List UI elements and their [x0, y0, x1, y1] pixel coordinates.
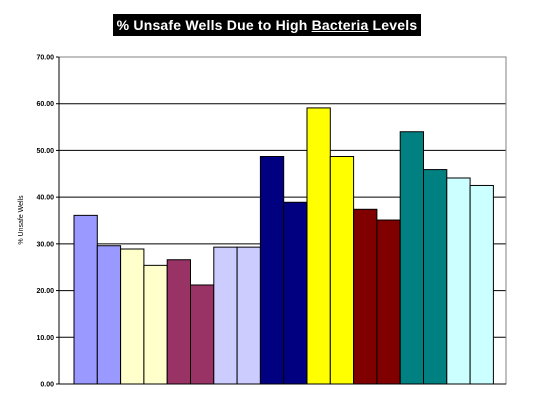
bar: [353, 208, 378, 385]
y-tick-label: 30.00: [36, 241, 54, 248]
y-tick-label: 40.00: [36, 195, 54, 202]
bar: [399, 131, 425, 385]
bar: [376, 219, 401, 385]
axes: [58, 56, 507, 385]
chart-title: % Unsafe Wells Due to High Bacteria Leve…: [0, 14, 534, 36]
bar: [166, 259, 191, 385]
bar-series: [73, 107, 494, 385]
chart-title-box: % Unsafe Wells Due to High Bacteria Leve…: [112, 14, 422, 36]
y-tick-label: 60.00: [36, 101, 54, 108]
bar: [213, 246, 238, 385]
y-tick-label: 50.00: [36, 148, 54, 155]
bar: [120, 248, 145, 385]
bar: [446, 177, 471, 385]
bar: [73, 214, 98, 385]
bar: [143, 264, 168, 385]
y-tick-labels: 0.00 10.00 20.00 30.00 40.00 50.00 60.00 70.00: [36, 55, 54, 389]
y-tick-label: 70.00: [36, 55, 54, 62]
bar: [306, 107, 331, 385]
bar: [190, 284, 215, 385]
y-tick-label: 0.00: [40, 382, 54, 389]
bar: [259, 156, 285, 385]
y-axis-label: % Unsafe Wells: [18, 195, 25, 245]
bar: [423, 169, 448, 385]
bar: [236, 246, 261, 385]
bar: [469, 184, 494, 385]
bar: [283, 201, 308, 385]
bar: [96, 245, 122, 385]
chart-title-suffix: Levels: [368, 17, 418, 33]
chart-title-prefix: % Unsafe Wells Due to High: [116, 17, 312, 33]
bar: [329, 156, 355, 385]
chart-title-underlined: Bacteria: [311, 17, 369, 33]
y-tick-label: 20.00: [36, 288, 54, 295]
y-tick-label: 10.00: [36, 335, 54, 342]
